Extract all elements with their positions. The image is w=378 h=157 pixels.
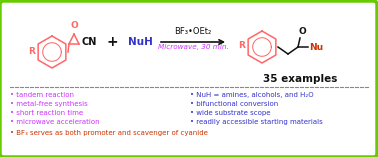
Text: +: + — [106, 35, 118, 49]
Text: • metal-free synthesis: • metal-free synthesis — [10, 101, 88, 107]
Text: • readily accessible starting materials: • readily accessible starting materials — [190, 119, 323, 125]
Text: • tandem reaction: • tandem reaction — [10, 92, 74, 98]
Text: 35 examples: 35 examples — [263, 74, 337, 84]
Text: O: O — [70, 21, 78, 30]
Text: • BF₃ serves as both promoter and scavenger of cyanide: • BF₃ serves as both promoter and scaven… — [10, 130, 208, 136]
Text: • wide substrate scope: • wide substrate scope — [190, 110, 271, 116]
Text: • bifunctional conversion: • bifunctional conversion — [190, 101, 278, 107]
Text: BF₃•OEt₂: BF₃•OEt₂ — [174, 27, 212, 36]
Text: R: R — [238, 41, 245, 51]
Text: O: O — [298, 27, 306, 36]
Text: • NuH = amines, alcohols, and H₂O: • NuH = amines, alcohols, and H₂O — [190, 92, 314, 98]
Text: R: R — [28, 46, 35, 56]
Text: Nu: Nu — [309, 43, 323, 51]
Text: • microwave acceleration: • microwave acceleration — [10, 119, 100, 125]
Text: NuH: NuH — [128, 37, 153, 47]
Text: CN: CN — [82, 37, 98, 47]
Text: Microwave, 30 min.: Microwave, 30 min. — [158, 44, 228, 50]
Text: • short reaction time: • short reaction time — [10, 110, 83, 116]
